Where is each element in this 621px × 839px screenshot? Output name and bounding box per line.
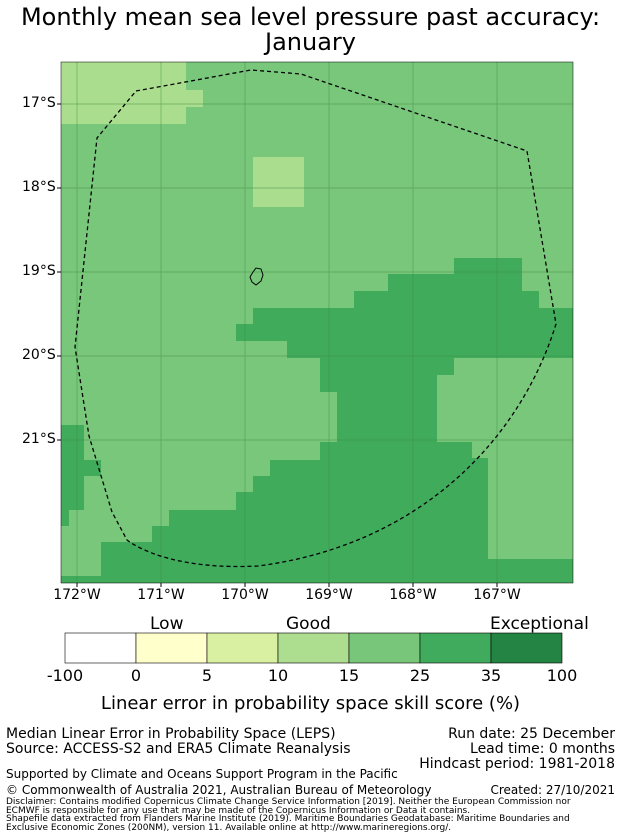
gridlines <box>61 62 573 583</box>
high-skill-patches <box>61 258 573 583</box>
colorbar <box>64 632 563 664</box>
copyright-text: © Commonwealth of Australia 2021, Austra… <box>6 783 432 797</box>
lon-label-172w: 172°W <box>53 587 101 603</box>
legend-category-exceptional: Exceptional <box>490 614 589 634</box>
colorbar-cell-2 <box>135 632 208 664</box>
lat-label-17s: 17°S <box>22 95 56 111</box>
island-outline <box>249 267 264 286</box>
lon-label-167w: 167°W <box>473 587 521 603</box>
patch-nw-ext <box>186 90 203 107</box>
disclaimer-line2: ECMWF is responsible for any use that ma… <box>6 806 471 816</box>
colorbar-cell-1 <box>64 632 137 664</box>
colorbar-tick: 10 <box>267 666 289 685</box>
run-date: Run date: 25 December <box>448 726 615 742</box>
patch-west <box>61 425 101 526</box>
axis-ticks <box>57 103 498 587</box>
colorbar-tick: 0 <box>130 666 142 685</box>
eez-boundary <box>74 69 557 568</box>
colorbar-tick: 100 <box>546 666 578 685</box>
lon-label-169w: 169°W <box>305 587 353 603</box>
disclaimer-line3: Shapefile data extracted from Flanders M… <box>6 814 570 824</box>
lat-label-20s: 20°S <box>22 347 56 363</box>
disclaimer-line1: Disclaimer: Contains modified Copernicus… <box>6 797 571 807</box>
colorbar-cell-4 <box>277 632 350 664</box>
patch-east <box>101 258 573 583</box>
method-text: Median Linear Error in Probability Space… <box>6 726 336 742</box>
lat-label-19s: 19°S <box>22 263 56 279</box>
colorbar-label: Linear error in probability space skill … <box>100 693 521 714</box>
colorbar-tick: -100 <box>46 666 84 685</box>
legend-category-low: Low <box>150 614 184 634</box>
legend-category-good: Good <box>286 614 331 634</box>
low-skill-patches <box>61 62 304 207</box>
lon-label-170w: 170°W <box>221 587 269 603</box>
chart-title-line1: Monthly mean sea level pressure past acc… <box>20 3 601 31</box>
colorbar-cell-3 <box>206 632 279 664</box>
source-text: Source: ACCESS-S2 and ERA5 Climate Reana… <box>6 741 351 757</box>
lat-label-18s: 18°S <box>22 179 56 195</box>
colorbar-cell-6 <box>419 632 492 664</box>
created-date: Created: 27/10/2021 <box>490 783 615 797</box>
map-frame <box>60 61 574 584</box>
hindcast-period: Hindcast period: 1981-2018 <box>419 756 615 772</box>
lead-time: Lead time: 0 months <box>470 741 615 757</box>
disclaimer-line4: Exclusive Economic Zones (200NM), versio… <box>6 823 452 833</box>
support-text: Supported by Climate and Oceans Support … <box>6 767 398 781</box>
lon-label-168w: 168°W <box>389 587 437 603</box>
colorbar-cell-5 <box>348 632 421 664</box>
colorbar-cell-7 <box>490 632 563 664</box>
patch-sw <box>61 576 101 583</box>
colorbar-tick: 35 <box>480 666 502 685</box>
patch-nw <box>61 62 186 124</box>
chart-title-line2: January <box>265 28 356 56</box>
colorbar-tick: 25 <box>409 666 431 685</box>
lon-label-171w: 171°W <box>137 587 185 603</box>
lat-label-21s: 21°S <box>22 431 56 447</box>
colorbar-tick: 5 <box>201 666 213 685</box>
patch-central <box>253 157 304 207</box>
colorbar-tick: 15 <box>338 666 360 685</box>
